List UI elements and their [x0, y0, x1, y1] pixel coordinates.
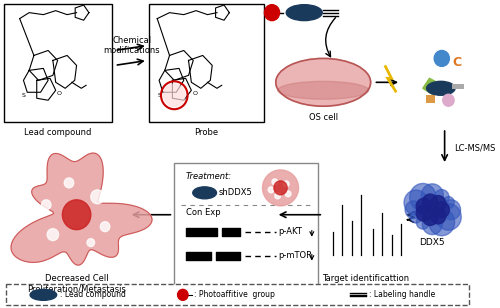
Ellipse shape [278, 81, 368, 99]
Circle shape [422, 194, 438, 210]
Circle shape [428, 209, 454, 236]
Circle shape [434, 189, 449, 205]
Circle shape [442, 200, 460, 220]
Circle shape [416, 198, 432, 214]
Circle shape [91, 190, 104, 204]
Circle shape [178, 290, 188, 300]
Circle shape [416, 215, 430, 229]
Text: O: O [192, 91, 198, 96]
Circle shape [87, 239, 94, 247]
Circle shape [410, 211, 422, 223]
Text: OS cell: OS cell [308, 113, 338, 122]
Ellipse shape [262, 170, 298, 206]
Circle shape [62, 200, 91, 230]
Ellipse shape [193, 187, 216, 199]
Text: Chemical
modifications: Chemical modifications [104, 35, 160, 55]
Circle shape [405, 201, 422, 219]
FancyBboxPatch shape [6, 284, 469, 305]
Ellipse shape [416, 35, 473, 125]
Text: Decreased Cell
Proliferation/Metastasis: Decreased Cell Proliferation/Metastasis [27, 274, 126, 294]
Circle shape [436, 204, 461, 230]
Circle shape [416, 205, 432, 221]
Circle shape [410, 184, 436, 211]
Ellipse shape [276, 59, 370, 106]
Circle shape [64, 178, 74, 188]
Circle shape [404, 190, 428, 215]
FancyBboxPatch shape [174, 163, 318, 286]
FancyBboxPatch shape [426, 95, 435, 103]
FancyBboxPatch shape [148, 4, 264, 122]
Circle shape [421, 184, 444, 207]
Ellipse shape [30, 290, 56, 300]
Text: DDX5: DDX5 [420, 237, 445, 247]
Circle shape [274, 181, 287, 195]
Circle shape [100, 222, 110, 232]
Text: O: O [57, 91, 62, 96]
Text: Treatment:: Treatment: [186, 172, 232, 181]
Circle shape [275, 193, 280, 199]
Polygon shape [423, 78, 437, 94]
Text: : Photoaffitive  group: : Photoaffitive group [194, 290, 275, 299]
Circle shape [286, 191, 291, 197]
Circle shape [422, 213, 442, 235]
Circle shape [430, 208, 446, 224]
Circle shape [163, 83, 186, 107]
Circle shape [430, 196, 446, 212]
Circle shape [442, 94, 454, 106]
Text: Lead compound: Lead compound [24, 128, 92, 137]
Ellipse shape [286, 5, 323, 21]
Circle shape [264, 5, 280, 21]
Polygon shape [11, 153, 152, 265]
FancyBboxPatch shape [452, 84, 464, 89]
Text: p-mTOR: p-mTOR [278, 251, 312, 260]
Circle shape [42, 200, 51, 210]
Text: : Lead compound: : Lead compound [60, 290, 126, 299]
Circle shape [434, 202, 450, 218]
Text: Target identificattion: Target identificattion [322, 274, 410, 283]
Text: C: C [452, 56, 462, 69]
Text: Probe: Probe [194, 128, 218, 137]
Circle shape [284, 181, 289, 187]
FancyBboxPatch shape [4, 4, 112, 122]
Circle shape [443, 197, 454, 209]
Ellipse shape [426, 81, 455, 95]
Text: S: S [22, 93, 26, 98]
Circle shape [434, 51, 450, 67]
Circle shape [422, 209, 438, 225]
Text: Con Exp: Con Exp [186, 208, 220, 217]
Circle shape [47, 229, 58, 241]
Circle shape [268, 187, 274, 193]
Text: shDDX5: shDDX5 [219, 188, 252, 197]
Text: S: S [157, 93, 161, 98]
Circle shape [272, 179, 278, 185]
Text: LC-MS/MS: LC-MS/MS [454, 144, 496, 152]
Text: p-AKT: p-AKT [278, 227, 302, 236]
Text: : Labeling handle: : Labeling handle [368, 290, 435, 299]
